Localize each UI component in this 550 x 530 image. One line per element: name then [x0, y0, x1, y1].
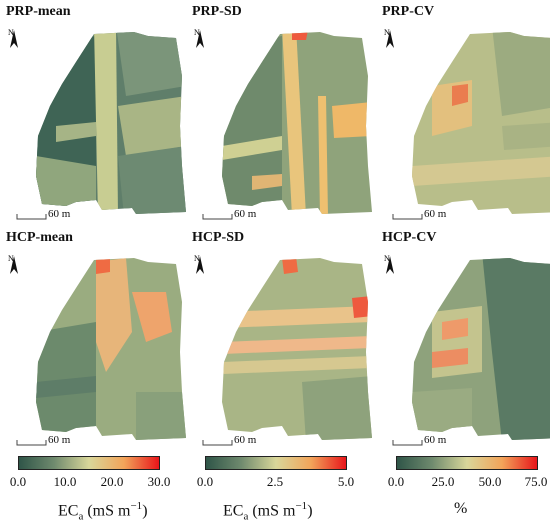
- legend-cv: 0.0 25.0 50.0 75.0 %: [388, 456, 550, 526]
- panel-title: PRP-mean: [6, 4, 71, 19]
- legend-mean: 0.0 10.0 20.0 30.0 ECa (mS m−1): [10, 456, 188, 526]
- legend-unit: ECa (mS m−1): [58, 500, 148, 523]
- map-prp-cv: [412, 32, 550, 214]
- panel-prp-sd: PRP-SD N 60 m: [192, 4, 372, 224]
- north-arrow-icon: N: [194, 28, 204, 48]
- map-prp-sd: [222, 32, 372, 214]
- svg-text:N: N: [194, 254, 200, 263]
- legend-color-bar: [205, 456, 347, 470]
- tick-label: 20.0: [100, 474, 124, 489]
- legend-color-bar: [396, 456, 538, 470]
- legend-sd: 0.0 2.5 5.0 ECa (mS m−1): [197, 456, 375, 526]
- panel-prp-mean: PRP-mean N 60 m: [6, 4, 186, 224]
- scale-bar: [392, 440, 423, 446]
- scale-bar: [202, 440, 233, 446]
- map-hcp-mean: [36, 258, 186, 440]
- panel-title: HCP-mean: [6, 230, 73, 245]
- scale-label: 60 m: [48, 208, 71, 220]
- legend-unit: ECa (mS m−1): [223, 500, 313, 523]
- svg-text:N: N: [194, 28, 200, 37]
- tick-label: 0.0: [196, 474, 214, 489]
- map-hcp-sd: [222, 258, 372, 440]
- panel-prp-cv: PRP-CV N 60 m: [382, 4, 550, 224]
- tick-label: 10.0: [53, 474, 77, 489]
- panel-title: PRP-CV: [382, 4, 435, 19]
- map-prp-mean: [36, 32, 186, 214]
- tick-label: 0.0: [387, 474, 405, 489]
- scale-bar: [392, 214, 423, 220]
- tick-label: 25.0: [431, 474, 455, 489]
- scale-bar: [16, 214, 47, 220]
- map-hcp-cv: [412, 258, 550, 440]
- panel-title: HCP-SD: [192, 230, 245, 245]
- scale-label: 60 m: [424, 434, 447, 446]
- north-arrow-icon: N: [8, 28, 18, 48]
- scale-label: 60 m: [234, 434, 257, 446]
- tick-label: 0.0: [9, 474, 27, 489]
- scale-label: 60 m: [48, 434, 71, 446]
- panel-title: PRP-SD: [192, 4, 242, 19]
- north-arrow-icon: N: [8, 254, 18, 274]
- north-arrow-icon: N: [384, 28, 394, 48]
- legend-unit: %: [454, 500, 468, 517]
- legend-color-bar: [18, 456, 160, 470]
- svg-text:N: N: [384, 254, 390, 263]
- svg-text:N: N: [8, 254, 14, 263]
- tick-label: 50.0: [478, 474, 502, 489]
- svg-text:N: N: [8, 28, 14, 37]
- north-arrow-icon: N: [384, 254, 394, 274]
- svg-text:N: N: [384, 28, 390, 37]
- panel-hcp-cv: HCP-CV N 60 m: [382, 230, 550, 450]
- scale-bar: [202, 214, 233, 220]
- scale-bar: [16, 440, 47, 446]
- north-arrow-icon: N: [194, 254, 204, 274]
- panel-title: HCP-CV: [382, 230, 437, 245]
- tick-label: 5.0: [337, 474, 355, 489]
- scale-label: 60 m: [424, 208, 447, 220]
- tick-label: 2.5: [266, 474, 284, 489]
- scale-label: 60 m: [234, 208, 257, 220]
- panel-hcp-mean: HCP-mean N 60 m: [6, 230, 186, 450]
- tick-label: 30.0: [147, 474, 171, 489]
- tick-label: 75.0: [524, 474, 548, 489]
- panel-hcp-sd: HCP-SD N 60 m: [192, 230, 372, 450]
